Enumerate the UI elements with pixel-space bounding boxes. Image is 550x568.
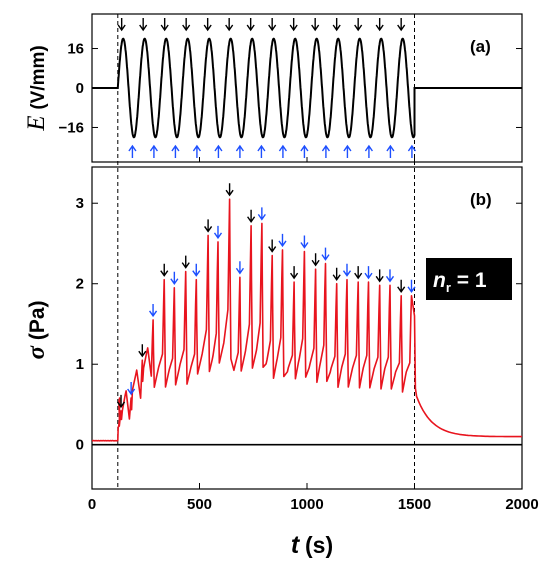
arrow-b-peak-12 [375, 269, 384, 283]
arrow-b-peak-0 [116, 394, 126, 409]
arrow-b-peak-3 [181, 255, 190, 269]
ylabel-b: σ (Pa) [23, 300, 50, 359]
arrow-b-trough-2 [170, 271, 179, 285]
ytick-label-b-2: 2 [76, 276, 84, 293]
xtick-label-4: 2000 [505, 496, 538, 513]
arrow-a-peak-11 [354, 18, 363, 32]
svg-text:σ (Pa): σ (Pa) [23, 300, 50, 359]
ytick-label-b-1: 1 [76, 356, 84, 373]
arrow-a-trough-2 [171, 144, 180, 158]
panel-a-plot [92, 14, 522, 489]
arrow-b-peak-9 [311, 253, 320, 267]
annotation-sub: r [446, 280, 451, 295]
arrow-b-peak-8 [290, 266, 299, 280]
arrow-b-trough-12 [385, 269, 395, 283]
xtick-label-3: 1500 [398, 496, 431, 513]
arrow-b-trough-1 [148, 303, 158, 318]
panel-a-label: (a) [470, 37, 491, 56]
arrow-b-peak-10 [332, 267, 341, 281]
arrow-b-peak-2 [160, 263, 169, 277]
arrow-a-trough-1 [149, 144, 158, 158]
arrow-a-trough-6 [257, 144, 266, 158]
annotation-box [426, 258, 512, 300]
xlabel-unit: (s) [305, 532, 333, 558]
arrow-b-peak-4 [204, 219, 213, 233]
arrow-a-trough-13 [407, 144, 416, 158]
arrow-b-peak-7 [268, 239, 277, 253]
arrow-b-trough-4 [213, 225, 223, 240]
arrow-b-peak-6 [247, 209, 256, 223]
arrow-a-trough-7 [278, 144, 287, 158]
arrow-b-trough-3 [192, 263, 201, 277]
arrow-a-peak-0 [117, 18, 126, 32]
arrow-b-peak-11 [354, 266, 363, 280]
annotation-text: nr = 1 [433, 269, 487, 295]
arrow-a-trough-0 [128, 144, 137, 158]
arrow-a-peak-7 [268, 18, 277, 32]
ytick-label-a-1: 0 [76, 80, 84, 97]
ytick-label-b-0: 0 [76, 437, 84, 454]
arrow-a-peak-1 [139, 18, 148, 32]
ytick-label-a-2: −16 [59, 119, 84, 136]
ylabel-a: E (V/mm) [23, 45, 50, 132]
xlabel-symbol: t [291, 531, 301, 559]
arrow-a-peak-4 [203, 18, 212, 32]
arrow-a-trough-4 [214, 144, 223, 158]
arrow-b-trough-8 [300, 235, 309, 249]
arrow-a-peak-9 [311, 18, 320, 32]
xlabel: t (s) [291, 531, 333, 559]
arrow-a-trough-12 [386, 144, 395, 158]
arrow-a-trough-5 [235, 144, 244, 158]
arrow-b-trough-13 [407, 279, 416, 294]
panel-b-label: (b) [470, 190, 492, 209]
arrow-a-peak-5 [225, 18, 234, 32]
xtick-label-2: 1000 [290, 496, 323, 513]
xtick-label-0: 0 [88, 496, 96, 513]
arrow-a-trough-9 [321, 144, 330, 158]
arrow-a-peak-8 [289, 18, 298, 32]
panel-b-plot [91, 198, 522, 446]
arrow-a-peak-12 [375, 18, 384, 32]
arrow-b-trough-10 [342, 263, 352, 277]
ylabel-a-symbol: E [23, 115, 50, 131]
arrow-markers [116, 18, 416, 409]
ylabel-b-symbol: σ [23, 345, 50, 360]
arrow-a-peak-13 [397, 18, 406, 32]
arrow-a-peak-6 [246, 18, 255, 32]
arrow-b-trough-6 [257, 207, 266, 221]
arrow-a-trough-10 [343, 144, 352, 158]
annotation-value: = 1 [451, 269, 487, 292]
annotation-n: n [433, 269, 446, 292]
ylabel-b-unit: (Pa) [26, 300, 49, 340]
arrow-a-trough-11 [364, 144, 373, 158]
e-field-waveform [92, 37, 522, 139]
arrow-b-peak-5 [225, 183, 234, 197]
arrow-a-peak-2 [160, 18, 169, 32]
arrow-a-trough-8 [300, 144, 309, 158]
arrow-b-peak-1 [138, 344, 147, 358]
ytick-label-a-0: 16 [67, 41, 84, 58]
arrow-b-trough-7 [278, 233, 287, 248]
arrow-b-trough-11 [364, 266, 373, 280]
ytick-label-b-3: 3 [76, 195, 84, 212]
arrow-b-trough-5 [235, 261, 244, 275]
stress-series [91, 198, 522, 442]
arrow-a-peak-3 [182, 18, 191, 32]
arrow-b-peak-13 [397, 279, 406, 294]
axes-ticks: 16 0 −16 0 1 2 3 0 500 1000 1500 2000 [59, 41, 539, 513]
arrow-b-trough-0 [127, 382, 136, 396]
panel-b-frame [91, 166, 523, 490]
xtick-label-1: 500 [187, 496, 212, 513]
svg-text:E (V/mm): E (V/mm) [23, 45, 50, 132]
arrow-a-trough-3 [192, 144, 201, 158]
ylabel-a-unit: (V/mm) [28, 45, 49, 109]
arrow-a-peak-10 [332, 18, 341, 32]
arrow-b-trough-9 [321, 247, 330, 261]
